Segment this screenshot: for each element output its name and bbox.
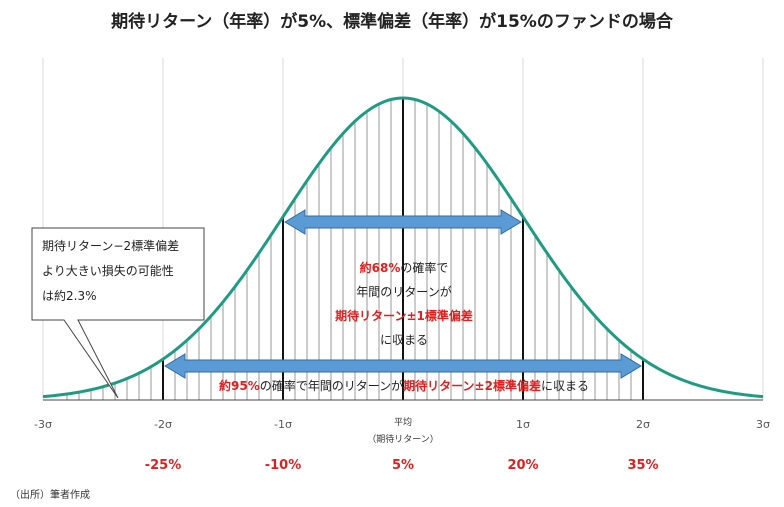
return-label: -10% [265, 458, 302, 473]
x-tick-label: 1σ [516, 418, 530, 431]
band95-mid: の確率で年間のリターンが [260, 378, 403, 393]
band68-l2: 年間のリターンが [356, 284, 451, 299]
band68-prob: 約68% [360, 260, 401, 275]
x-tick-label: 3σ [756, 418, 770, 431]
source-note: （出所）筆者作成 [10, 488, 90, 501]
normal-curve [42, 96, 764, 399]
band68-arrow [284, 209, 522, 235]
chart-title: 期待リターン（年率）が5%、標準偏差（年率）が15%のファンドの場合 [111, 11, 674, 32]
tail-note-line1: 期待リターン−2標準偏差 [42, 238, 179, 253]
band68-l4: に収まる [380, 333, 428, 347]
x-tick-sublabel: （期待リターン） [367, 433, 439, 445]
band68-annotation: 約68%の確率で 年間のリターンが 期待リターン±1標準偏差 に収まる [335, 260, 473, 347]
return-labels: -25% -10% 5% 20% 35% [145, 458, 659, 473]
x-tick-label: -3σ [34, 418, 52, 431]
band95-tail: に収まる [541, 379, 589, 393]
band68-l3: 期待リターン±1標準偏差 [335, 308, 473, 323]
svg-text:約68%の確率で: 約68%の確率で [360, 260, 449, 275]
tail-callout: 期待リターン−2標準偏差 より大きい損失の可能性 は約2.3% [31, 227, 205, 399]
x-tick-label: -2σ [154, 418, 172, 431]
x-tick-labels: -3σ -2σ -1σ 平均 （期待リターン） 1σ 2σ 3σ [34, 416, 770, 445]
x-tick-label: 2σ [636, 418, 650, 431]
callout-box [31, 227, 205, 399]
return-label: 35% [627, 458, 658, 473]
return-label: 5% [392, 458, 414, 473]
band95-annotation: 約95%の確率で年間のリターンが期待リターン±2標準偏差に収まる [219, 378, 589, 393]
tail-note-line2: より大きい損失の可能性 [42, 263, 174, 278]
return-label: -25% [145, 458, 182, 473]
band68-l1: の確率で [400, 260, 448, 275]
tail-note-line3: は約2.3% [42, 288, 97, 303]
band95-range: 期待リターン±2標準偏差 [403, 378, 541, 393]
return-label: 20% [507, 458, 538, 473]
x-tick-label: 平均 [394, 416, 412, 428]
range-arrows [164, 209, 642, 379]
x-tick-label: -1σ [274, 418, 292, 431]
band95-prob: 約95% [219, 378, 260, 393]
band95-arrow [164, 353, 642, 379]
